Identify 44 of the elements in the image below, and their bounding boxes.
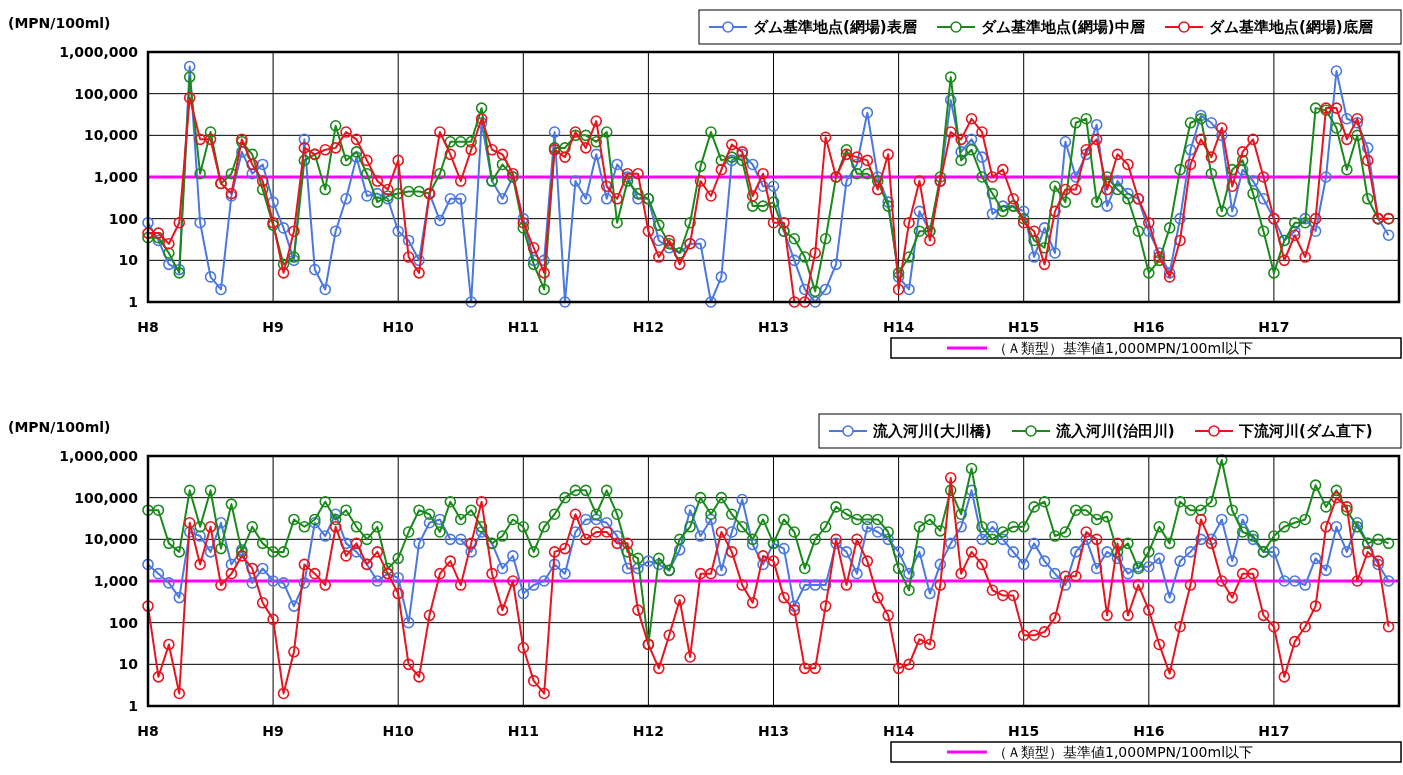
x-tick-label: H15 [1008,723,1040,739]
legend-label: 下流河川(ダム直下) [1238,422,1373,441]
y-tick-label: 10,000 [83,531,139,548]
x-tick-label: H14 [883,319,915,335]
y-axis-title: (MPN/100ml) [8,419,111,435]
x-tick-label: H13 [757,319,790,335]
x-tick-label: H13 [757,723,790,739]
x-tick-label: H12 [632,723,664,739]
x-tick-label: H8 [137,723,159,739]
x-tick-label: H11 [507,319,539,335]
y-tick-label: 10 [118,656,139,673]
x-tick-label: H16 [1133,723,1165,739]
y-tick-label: 1 [128,697,138,714]
x-tick-label: H11 [507,723,539,739]
x-tick-label: H10 [382,723,415,739]
x-tick-label: H17 [1258,319,1290,335]
legend-label: 流入河川(治田川) [1055,422,1175,441]
x-tick-label: H9 [262,319,284,335]
y-tick-label: 100 [108,614,139,631]
x-tick-label: H17 [1258,723,1290,739]
y-tick-label: 100,000 [74,489,139,506]
x-tick-label: H15 [1008,319,1040,335]
x-tick-label: H12 [632,319,664,335]
y-tick-label: 10 [118,252,139,269]
y-tick-label: 1,000,000 [59,447,139,464]
legend-label: 流入河川(大川橋) [872,422,992,441]
y-axis-title: (MPN/100ml) [8,15,111,31]
x-tick-label: H9 [262,723,284,739]
x-tick-label: H16 [1133,319,1165,335]
y-tick-label: 1,000 [93,572,139,589]
x-tick-label: H8 [137,319,159,335]
legend-label: ダム基準地点(網場)底層 [1209,18,1373,37]
legend-label: （Ａ類型）基準値1,000MPN/100ml以下 [993,743,1254,760]
y-tick-label: 1,000 [93,168,139,185]
y-tick-label: 1,000,000 [59,43,139,60]
y-tick-label: 1 [128,293,138,310]
legend-label: ダム基準地点(網場)中層 [981,18,1145,37]
y-tick-label: 100,000 [74,85,139,102]
y-tick-label: 10,000 [83,127,139,144]
legend-label: ダム基準地点(網場)表層 [753,18,917,37]
y-tick-label: 100 [108,210,139,227]
legend-label: （Ａ類型）基準値1,000MPN/100ml以下 [993,339,1254,356]
x-tick-label: H10 [382,319,415,335]
x-tick-label: H14 [883,723,915,739]
